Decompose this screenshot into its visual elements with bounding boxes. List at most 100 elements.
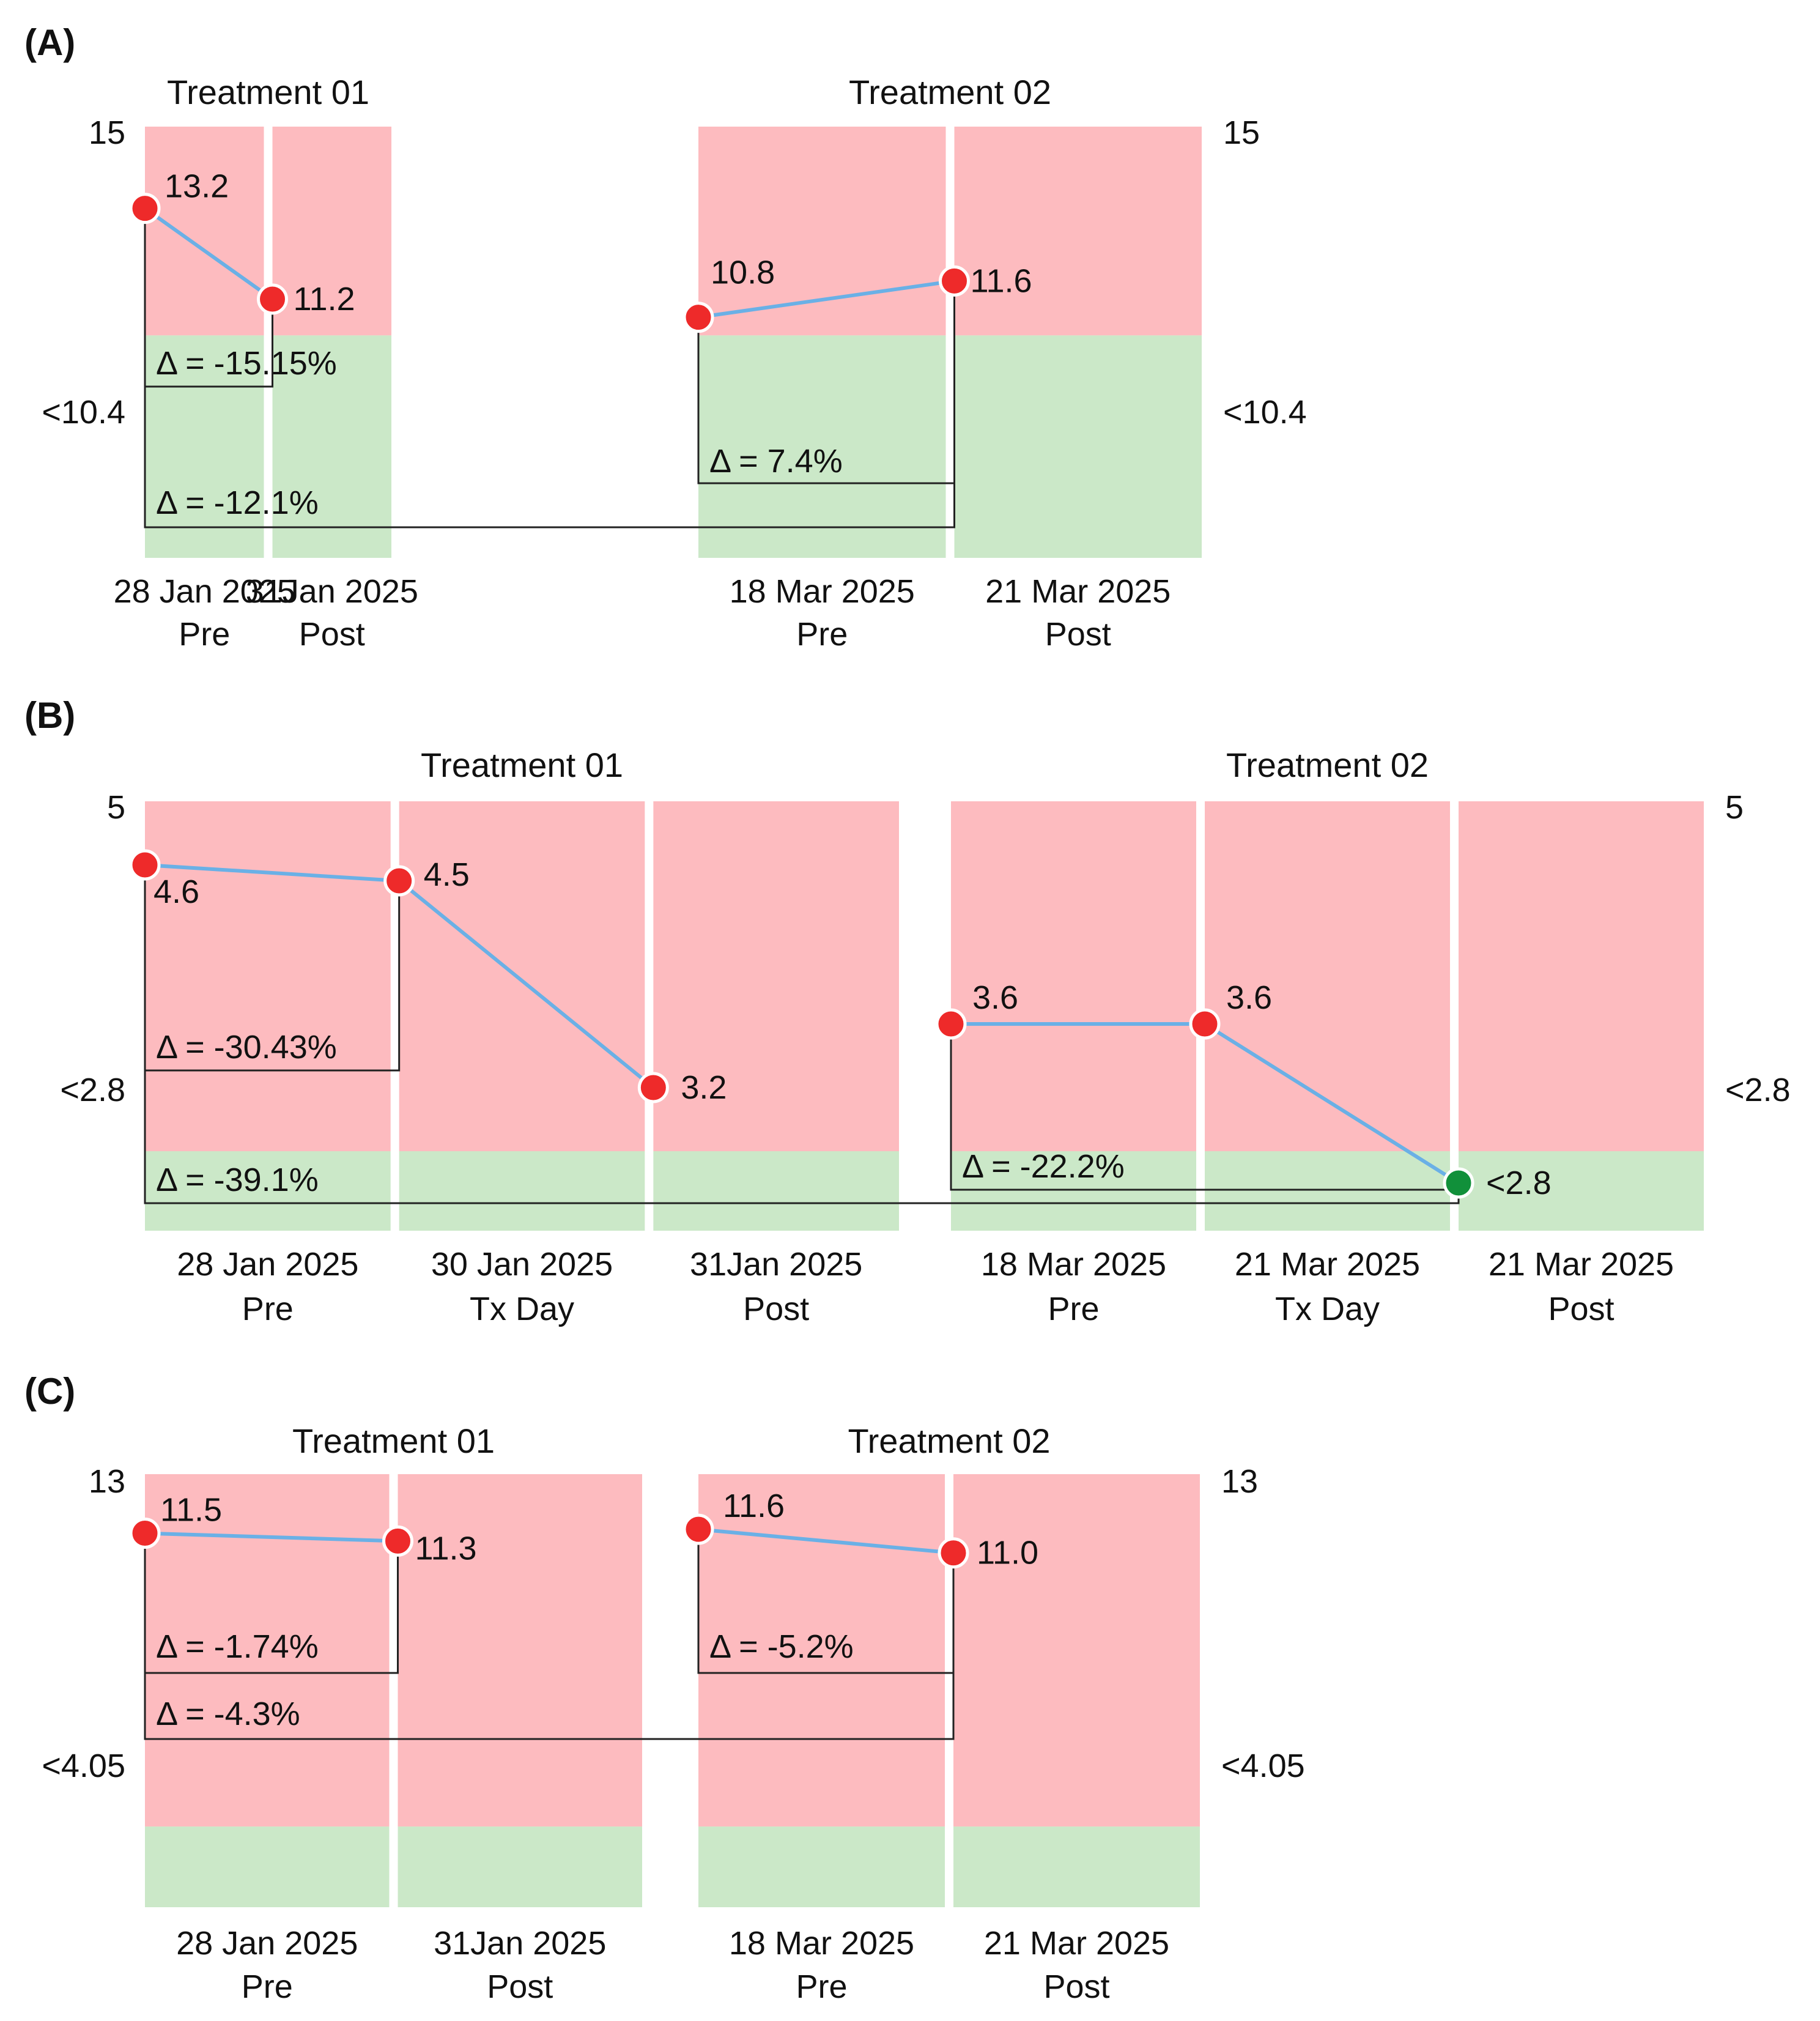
data-label: 3.2 — [681, 1069, 727, 1106]
series-line — [698, 1527, 954, 1555]
y-max-label-right: 5 — [1725, 789, 1744, 826]
data-label: 10.8 — [711, 254, 775, 291]
delta-label: Δ = -22.2% — [962, 1148, 1125, 1185]
x-tick-phase: Pre — [242, 1291, 294, 1327]
data-point — [257, 283, 288, 315]
high-range-zone — [145, 127, 264, 336]
data-label: 11.2 — [294, 281, 355, 317]
high-range-zone — [399, 801, 645, 1151]
x-tick-date: 31Jan 2025 — [246, 573, 418, 610]
x-tick-phase: Post — [1043, 1968, 1109, 2005]
delta-bracket — [144, 1533, 955, 1740]
high-range-zone — [951, 801, 1196, 1151]
data-label: 11.6 — [971, 262, 1032, 299]
data-point — [682, 1513, 714, 1545]
x-tick-phase: Tx Day — [1275, 1291, 1380, 1327]
threshold-label-left: <4.05 — [42, 1748, 125, 1784]
high-range-zone — [272, 127, 391, 336]
data-point — [129, 1518, 161, 1549]
treatment-title: Treatment 01 — [167, 73, 369, 111]
data-label: 11.5 — [160, 1492, 222, 1529]
high-range-zone — [954, 127, 1202, 336]
data-point — [1189, 1008, 1221, 1040]
series-line — [144, 1531, 398, 1543]
delta-label: Δ = -1.74% — [156, 1628, 319, 1665]
high-range-zone — [145, 801, 391, 1151]
x-tick-phase: Post — [299, 616, 365, 653]
y-max-label-left: 15 — [89, 114, 125, 151]
y-max-label-right: 15 — [1223, 114, 1260, 151]
treatment-title: Treatment 01 — [292, 1422, 495, 1460]
x-tick-phase: Pre — [796, 616, 848, 653]
data-label: 4.5 — [424, 856, 470, 893]
data-label: <2.8 — [1486, 1165, 1552, 1201]
delta-label: Δ = -12.1% — [156, 484, 319, 521]
delta-bracket — [144, 208, 955, 528]
normal-range-zone — [399, 1151, 645, 1231]
x-tick-date: 21 Mar 2025 — [985, 573, 1171, 610]
normal-range-zone — [698, 335, 946, 558]
panel-label: (C) — [24, 1371, 75, 1412]
normal-range-zone — [1205, 1151, 1450, 1231]
series-line — [698, 279, 955, 319]
normal-range-zone — [272, 335, 391, 558]
data-point — [637, 1072, 669, 1103]
delta-label: Δ = -30.43% — [156, 1029, 337, 1066]
normal-range-zone — [698, 1826, 945, 1907]
data-point — [1443, 1167, 1474, 1199]
delta-label: Δ = -15.15% — [156, 345, 337, 382]
data-label: 3.6 — [1226, 979, 1272, 1016]
x-tick-phase: Pre — [1048, 1291, 1099, 1327]
normal-range-zone — [145, 335, 264, 558]
x-tick-phase: Post — [743, 1291, 809, 1327]
threshold-label-right: <4.05 — [1221, 1748, 1305, 1784]
panel-label: (A) — [24, 22, 75, 63]
x-tick-date: 30 Jan 2025 — [431, 1246, 613, 1283]
x-tick-date: 21 Mar 2025 — [984, 1925, 1169, 1962]
treatment-title: Treatment 02 — [1226, 746, 1429, 784]
x-tick-date: 31Jan 2025 — [690, 1246, 862, 1283]
x-tick-phase: Tx Day — [470, 1291, 574, 1327]
data-point — [935, 1008, 967, 1040]
treatment-title: Treatment 02 — [848, 1422, 1051, 1460]
high-range-zone — [698, 127, 946, 336]
high-range-zone — [398, 1474, 642, 1827]
x-tick-phase: Pre — [796, 1968, 847, 2005]
normal-range-zone — [653, 1151, 899, 1231]
threshold-label-left: <10.4 — [42, 394, 125, 431]
data-point — [682, 302, 714, 333]
normal-range-zone — [1459, 1151, 1704, 1231]
delta-label: Δ = -5.2% — [709, 1628, 854, 1665]
threshold-label-right: <10.4 — [1223, 394, 1307, 431]
y-max-label-left: 5 — [107, 789, 125, 826]
delta-label: Δ = 7.4% — [709, 443, 843, 480]
series-line — [144, 207, 274, 301]
threshold-label-right: <2.8 — [1725, 1072, 1791, 1108]
high-range-zone — [953, 1474, 1200, 1827]
threshold-label-left: <2.8 — [60, 1072, 125, 1108]
data-label: 13.2 — [165, 168, 229, 205]
x-tick-date: 28 Jan 2025 — [177, 1246, 358, 1283]
x-tick-phase: Pre — [179, 616, 230, 653]
data-point — [383, 865, 415, 897]
x-tick-date: 31Jan 2025 — [434, 1925, 606, 1962]
data-point — [938, 1537, 969, 1569]
data-label: 3.6 — [972, 979, 1018, 1016]
delta-label: Δ = -4.3% — [156, 1696, 300, 1732]
x-tick-date: 18 Mar 2025 — [730, 573, 915, 610]
normal-range-zone — [954, 335, 1202, 558]
normal-range-zone — [145, 1151, 391, 1231]
normal-range-zone — [951, 1151, 1196, 1231]
high-range-zone — [1459, 801, 1704, 1151]
x-tick-phase: Post — [487, 1968, 553, 2005]
x-tick-date: 28 Jan 2025 — [176, 1925, 358, 1962]
delta-label: Δ = -39.1% — [156, 1162, 319, 1198]
treatment-title: Treatment 02 — [849, 73, 1051, 111]
x-tick-date: 18 Mar 2025 — [729, 1925, 914, 1962]
x-tick-phase: Post — [1548, 1291, 1614, 1327]
data-label: 11.0 — [977, 1535, 1038, 1571]
x-tick-phase: Pre — [242, 1968, 293, 2005]
panel-label: (B) — [24, 695, 75, 736]
